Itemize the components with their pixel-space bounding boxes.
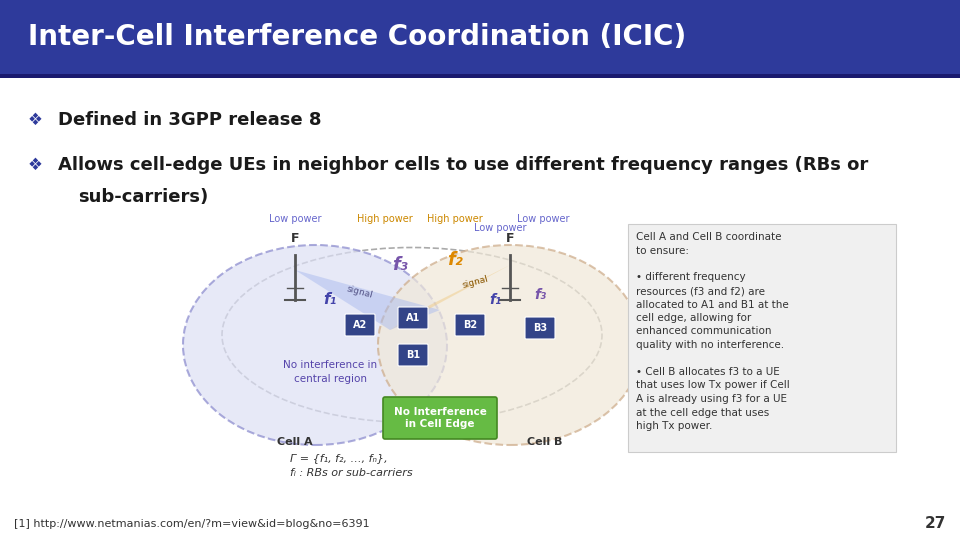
Text: sub-carriers): sub-carriers) [78, 188, 208, 206]
FancyBboxPatch shape [628, 224, 896, 452]
Text: that uses low Tx power if Cell: that uses low Tx power if Cell [636, 381, 790, 390]
Text: signal: signal [346, 284, 374, 300]
Text: high Tx power.: high Tx power. [636, 421, 712, 431]
Text: Low power: Low power [269, 214, 322, 224]
Text: f₂: f₂ [447, 251, 463, 269]
Text: B2: B2 [463, 320, 477, 330]
Polygon shape [390, 265, 510, 330]
Text: A1: A1 [406, 313, 420, 323]
Text: Low power: Low power [516, 214, 569, 224]
Text: resources (f3 and f2) are: resources (f3 and f2) are [636, 286, 765, 296]
Text: ❖: ❖ [28, 156, 43, 174]
Text: Cell B: Cell B [527, 437, 563, 447]
Text: A2: A2 [353, 320, 367, 330]
Bar [0, 74, 960, 78]
Text: [1] http://www.netmanias.com/en/?m=view&id=blog&no=6391: [1] http://www.netmanias.com/en/?m=view&… [14, 519, 370, 529]
Text: Inter-Cell Interference Coordination (ICIC): Inter-Cell Interference Coordination (IC… [28, 23, 686, 51]
Ellipse shape [378, 245, 642, 445]
Text: F: F [291, 232, 300, 245]
Text: No interference in
central region: No interference in central region [283, 360, 377, 383]
Text: f₃: f₃ [392, 256, 408, 274]
Text: No Interference
in Cell Edge: No Interference in Cell Edge [394, 407, 487, 429]
Text: A is already using f3 for a UE: A is already using f3 for a UE [636, 394, 787, 404]
Ellipse shape [183, 245, 447, 445]
FancyBboxPatch shape [525, 317, 555, 339]
Text: to ensure:: to ensure: [636, 246, 689, 255]
Text: f₁: f₁ [489, 293, 501, 307]
Text: quality with no interference.: quality with no interference. [636, 340, 784, 350]
Text: Allows cell-edge UEs in neighbor cells to use different frequency ranges (RBs or: Allows cell-edge UEs in neighbor cells t… [58, 156, 868, 174]
Text: High power: High power [357, 214, 413, 224]
Text: f₁: f₁ [324, 293, 337, 307]
FancyBboxPatch shape [398, 307, 428, 329]
Text: f₃: f₃ [534, 288, 546, 302]
Text: B3: B3 [533, 323, 547, 333]
Text: ❖: ❖ [28, 111, 43, 129]
Text: F: F [506, 232, 515, 245]
Text: Defined in 3GPP release 8: Defined in 3GPP release 8 [58, 111, 322, 129]
Polygon shape [295, 270, 440, 330]
Text: B1: B1 [406, 350, 420, 360]
Text: • different frequency: • different frequency [636, 273, 746, 282]
Text: • Cell B allocates f3 to a UE: • Cell B allocates f3 to a UE [636, 367, 780, 377]
Text: allocated to A1 and B1 at the: allocated to A1 and B1 at the [636, 300, 789, 309]
Text: Cell A: Cell A [277, 437, 313, 447]
Text: at the cell edge that uses: at the cell edge that uses [636, 408, 769, 417]
FancyBboxPatch shape [398, 344, 428, 366]
Text: cell edge, allowing for: cell edge, allowing for [636, 313, 752, 323]
Text: Γ = {f₁, f₂, …, fₙ},: Γ = {f₁, f₂, …, fₙ}, [290, 453, 388, 463]
Text: enhanced communication: enhanced communication [636, 327, 772, 336]
Text: Low power: Low power [473, 223, 526, 233]
Text: Cell A and Cell B coordinate: Cell A and Cell B coordinate [636, 232, 781, 242]
Text: 27: 27 [924, 516, 946, 531]
Text: High power: High power [427, 214, 483, 224]
Text: signal: signal [461, 274, 490, 290]
FancyBboxPatch shape [455, 314, 485, 336]
FancyBboxPatch shape [383, 397, 497, 439]
Text: fᵢ : RBs or sub-carriers: fᵢ : RBs or sub-carriers [290, 468, 413, 478]
FancyBboxPatch shape [345, 314, 375, 336]
Bar [0, 0, 960, 74]
